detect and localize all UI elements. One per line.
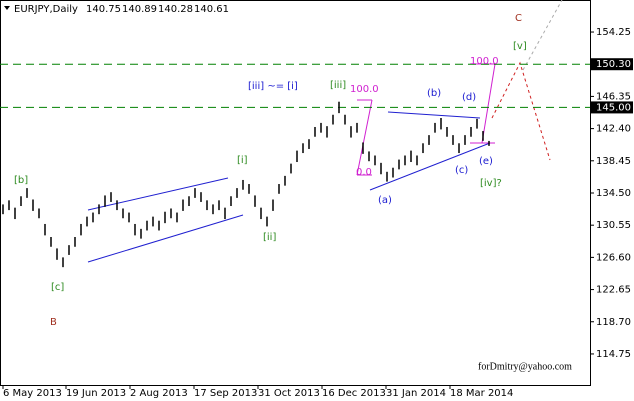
annotation: 100.0 [470, 56, 499, 67]
annotation: forDmitry@yahoo.com [478, 361, 572, 372]
wedge-line [387, 111, 481, 119]
quote-value: 140.28 [158, 4, 193, 15]
drawings [87, 0, 563, 263]
annotation: 0.0 [356, 167, 372, 178]
level-label-bg [591, 58, 633, 71]
x-tick-label: 31 Jan 2014 [386, 388, 446, 399]
y-tick-label: 142.40 [596, 124, 631, 135]
y-tick-label: 122.65 [596, 285, 631, 296]
annotation: [b] [14, 175, 28, 186]
plot-frame [0, 0, 591, 386]
chart-title: EURJPY,Daily [14, 4, 78, 15]
y-tick-label: 130.55 [596, 220, 631, 231]
quote-value: 140.61 [194, 4, 229, 15]
x-tick-label: 2 Aug 2013 [130, 388, 188, 399]
projection [522, 0, 563, 71]
y-tick-label: 150.30 [596, 59, 631, 70]
y-tick-label: 134.50 [596, 188, 631, 199]
annotation: B [50, 317, 57, 328]
level-label-bg [591, 101, 633, 114]
annotation: (a) [378, 195, 392, 206]
header-arrow [4, 6, 10, 10]
annotation: (b) [427, 88, 441, 99]
x-tick-label: 17 Sep 2013 [194, 388, 257, 399]
annotation: C [515, 13, 522, 24]
wedge-line [369, 142, 491, 191]
annotation: [iii] [330, 80, 346, 91]
y-tick-label: 114.75 [596, 349, 631, 360]
annotation: [i] [237, 155, 248, 166]
fib-line [356, 99, 373, 176]
quote-value: 140.89 [122, 4, 157, 15]
annotation: (d) [462, 92, 476, 103]
annotation: (e) [479, 156, 493, 167]
x-tick-label: 16 Dec 2013 [322, 388, 386, 399]
y-tick-label: 154.25 [596, 27, 631, 38]
y-tick-label: 145.00 [596, 102, 631, 113]
channel-line [87, 214, 244, 263]
y-tick-label: 118.70 [596, 317, 631, 328]
annotation: (c) [455, 165, 468, 176]
annotation: [ii] [263, 232, 276, 243]
x-tick-label: 6 May 2013 [3, 388, 62, 399]
annotation: [iii] ~= [i] [248, 81, 298, 92]
projection [491, 61, 551, 161]
y-tick-label: 138.45 [596, 156, 631, 167]
channel-line [87, 177, 229, 211]
y-tick-label: 126.60 [596, 252, 631, 263]
annotation: 100.0 [350, 84, 379, 95]
annotation: [v] [513, 41, 527, 52]
annotation: [c] [51, 282, 64, 293]
quote-value: 140.75 [86, 4, 121, 15]
y-tick-label: 146.35 [596, 91, 631, 102]
fib-line [481, 63, 496, 144]
annotation: [iv]? [480, 178, 502, 189]
x-tick-label: 18 Mar 2014 [450, 388, 513, 399]
x-tick-label: 19 Jun 2013 [66, 388, 126, 399]
x-tick-label: 31 Oct 2013 [258, 388, 320, 399]
